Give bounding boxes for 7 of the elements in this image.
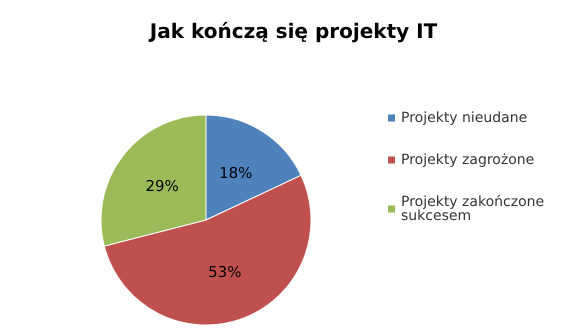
- legend-label: Projekty nieudane: [401, 110, 528, 126]
- data-label: 53%: [208, 263, 242, 282]
- data-label: 18%: [219, 164, 252, 182]
- chart-title: Jak kończą się projekty IT: [148, 19, 438, 43]
- data-label: 29%: [145, 176, 179, 195]
- legend-label: Projekty zagrożone: [401, 152, 534, 168]
- legend-label: Projekty zakończone sukcesem: [401, 194, 549, 224]
